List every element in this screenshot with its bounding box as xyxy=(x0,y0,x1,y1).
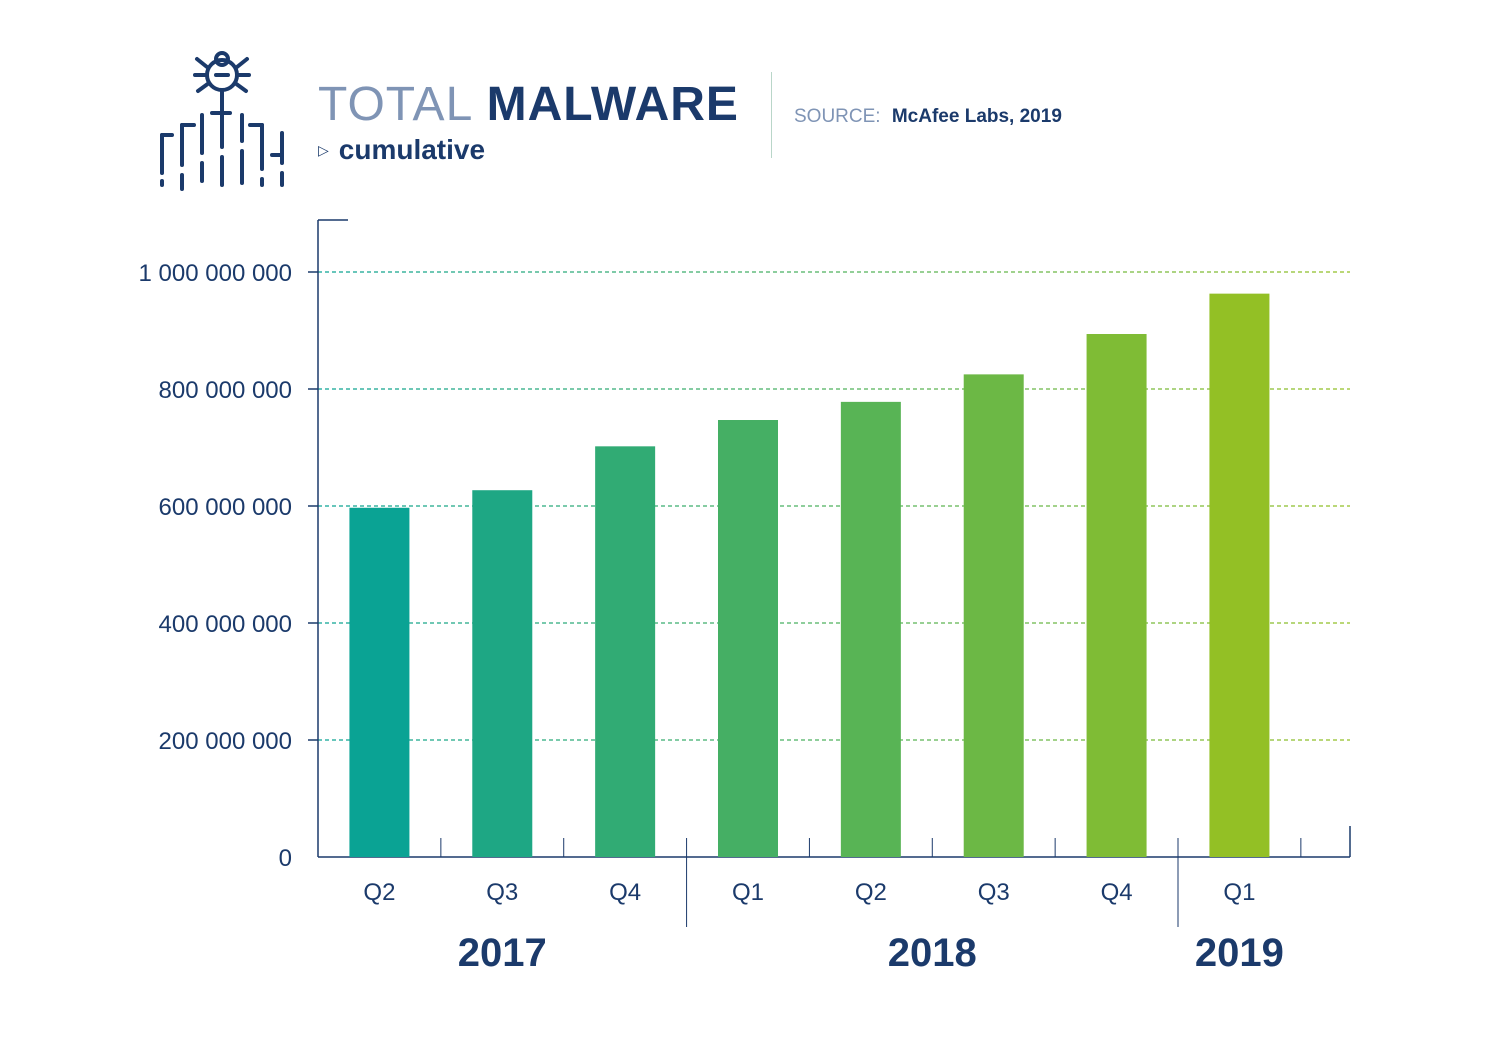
x-tick-label: Q3 xyxy=(486,879,518,906)
axes xyxy=(308,219,1351,927)
bar xyxy=(718,420,778,857)
x-tick-label: Q2 xyxy=(363,879,395,906)
malware-bug-icon xyxy=(160,51,284,191)
x-tick-label: Q3 xyxy=(978,879,1010,906)
bar xyxy=(595,446,656,857)
source-value: McAfee Labs, 2019 xyxy=(891,106,1062,127)
y-tick-label: 600 000 000 xyxy=(159,494,292,521)
bar xyxy=(963,374,1024,857)
y-tick-label: 1 000 000 000 xyxy=(139,260,292,287)
labels: 0 200 000 000 400 000 000 600 000 000 800 00… xyxy=(139,260,1284,975)
year-label: 2019 xyxy=(1195,931,1284,975)
x-tick-label: Q2 xyxy=(855,879,887,906)
title-light: TOTAL xyxy=(318,78,474,131)
triangle-right-icon: ▷ xyxy=(318,141,329,158)
x-tick-label: Q4 xyxy=(1101,879,1133,906)
x-tick-label: Q1 xyxy=(732,879,764,906)
title-block: TOTAL MALWARE ▷ cumulative xyxy=(318,78,739,166)
year-label: 2018 xyxy=(888,931,977,975)
y-tick-label: 400 000 000 xyxy=(159,611,292,638)
bar xyxy=(349,507,410,857)
subtitle-text: cumulative xyxy=(338,134,486,165)
title-bold: MALWARE xyxy=(486,78,739,131)
bar xyxy=(472,490,533,857)
x-tick-label: Q4 xyxy=(609,879,641,906)
x-tick-label: Q1 xyxy=(1223,879,1255,906)
source-label: SOURCE: xyxy=(794,106,881,127)
bar xyxy=(840,401,901,857)
bars xyxy=(349,293,1270,857)
source-note: SOURCE: McAfee Labs, 2019 xyxy=(794,106,1062,128)
year-label: 2017 xyxy=(458,931,547,975)
chart-title: TOTAL MALWARE xyxy=(318,78,739,132)
y-tick-label: 800 000 000 xyxy=(159,377,292,404)
y-tick-label: 200 000 000 xyxy=(159,728,292,755)
y-tick-label: 0 xyxy=(279,845,292,872)
bar xyxy=(1209,293,1270,857)
bar xyxy=(1086,334,1147,857)
header-divider xyxy=(771,72,772,158)
chart-subtitle: ▷ cumulative xyxy=(318,134,739,166)
